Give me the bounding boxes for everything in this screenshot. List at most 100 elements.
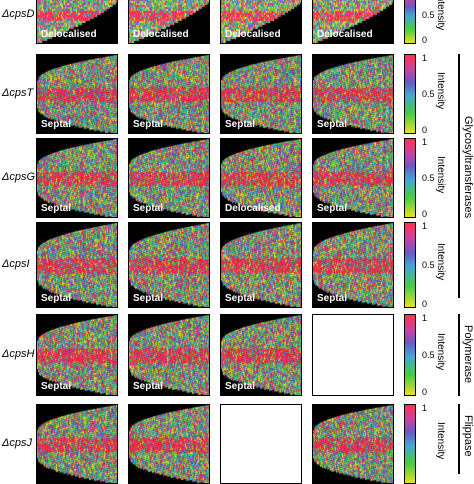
intensity-label: Intensity	[435, 422, 446, 460]
heatmap-panel: Septal	[312, 138, 394, 218]
kymograph-canvas	[37, 405, 117, 483]
localisation-label: Delocalised	[317, 29, 373, 40]
intensity-label: Intensity	[435, 0, 446, 31]
kymograph-canvas	[129, 223, 209, 307]
colorbar-tick: 0.5	[422, 10, 435, 20]
heatmap-panel: Delocalised	[220, 138, 302, 218]
group-label: Polymerase	[462, 325, 474, 384]
group-bracket	[458, 404, 460, 474]
kymograph-canvas	[313, 55, 393, 133]
heatmap-panel: Delocalised	[220, 0, 302, 44]
intensity-label: Intensity	[435, 72, 446, 110]
heatmap-panel	[220, 404, 302, 484]
kymograph-canvas	[313, 223, 393, 307]
kymograph-canvas	[37, 139, 117, 217]
heatmap-panel: Septal	[312, 222, 394, 308]
colorbar	[404, 222, 416, 308]
kymograph-canvas	[129, 55, 209, 133]
kymograph-canvas	[37, 55, 117, 133]
intensity-label: Intensity	[435, 333, 446, 371]
colorbar-tick: 0.5	[422, 260, 435, 270]
heatmap-panel: Delocalised	[128, 0, 210, 44]
colorbar	[404, 54, 416, 134]
row-label: ΔcpsI	[2, 258, 30, 270]
localisation-label: Septal	[41, 293, 72, 304]
colorbar-tick: 0.5	[422, 89, 435, 99]
heatmap-panel: Septal	[36, 54, 118, 134]
localisation-label: Septal	[41, 119, 72, 130]
colorbar-tick: 1	[422, 313, 428, 323]
kymograph-canvas	[37, 223, 117, 307]
localisation-label: Septal	[225, 119, 256, 130]
heatmap-panel: Septal	[220, 54, 302, 134]
group-bracket	[458, 314, 460, 396]
localisation-label: Septal	[133, 293, 164, 304]
kymograph-canvas	[221, 0, 301, 43]
kymograph-canvas	[37, 0, 117, 43]
kymograph-canvas	[313, 405, 393, 483]
localisation-label: Septal	[317, 293, 348, 304]
localisation-label: Delocalised	[133, 29, 189, 40]
row-label: ΔcpsT	[2, 87, 34, 99]
colorbar-tick: 0	[422, 35, 428, 45]
heatmap-panel: Delocalised	[312, 0, 394, 44]
heatmap-panel	[312, 314, 394, 396]
colorbar-tick: 1	[422, 221, 428, 231]
colorbar	[404, 138, 416, 218]
heatmap-panel: Septal	[36, 222, 118, 308]
colorbar-tick: 1	[422, 53, 428, 63]
heatmap-panel	[128, 404, 210, 484]
heatmap-panel: Septal	[36, 314, 118, 396]
colorbar-tick: 0	[422, 209, 428, 219]
kymograph-canvas	[313, 139, 393, 217]
colorbar-tick: 1	[422, 137, 428, 147]
kymograph-canvas	[221, 315, 301, 395]
localisation-label: Septal	[317, 203, 348, 214]
group-label: Glycosyltransferases	[462, 116, 474, 219]
localisation-label: Septal	[133, 381, 164, 392]
colorbar	[404, 314, 416, 396]
localisation-label: Delocalised	[225, 203, 281, 214]
kymograph-canvas	[221, 139, 301, 217]
colorbar	[404, 0, 416, 44]
group-bracket	[458, 54, 460, 298]
kymograph-canvas	[129, 405, 209, 483]
intensity-label: Intensity	[435, 243, 446, 281]
localisation-label: Delocalised	[41, 29, 97, 40]
heatmap-panel: Septal	[220, 222, 302, 308]
kymograph-canvas	[37, 315, 117, 395]
heatmap-panel: Septal	[128, 222, 210, 308]
colorbar-tick: 1	[422, 403, 428, 413]
kymograph-canvas	[129, 0, 209, 43]
kymograph-canvas	[221, 223, 301, 307]
heatmap-panel: Delocalised	[36, 0, 118, 44]
colorbar-tick: 0.5	[422, 350, 435, 360]
heatmap-panel: Septal	[128, 314, 210, 396]
colorbar	[404, 404, 416, 484]
localisation-label: Septal	[225, 381, 256, 392]
kymograph-canvas	[129, 139, 209, 217]
kymograph-canvas	[313, 0, 393, 43]
colorbar-tick: 0	[422, 125, 428, 135]
localisation-label: Septal	[41, 381, 72, 392]
localisation-label: Septal	[41, 203, 72, 214]
intensity-label: Intensity	[435, 156, 446, 194]
colorbar-tick: 0	[422, 299, 428, 309]
row-label: ΔcpsG	[2, 171, 36, 183]
localisation-label: Septal	[225, 293, 256, 304]
kymograph-canvas	[129, 315, 209, 395]
heatmap-panel: Septal	[312, 54, 394, 134]
row-label: ΔcpsJ	[2, 437, 32, 449]
colorbar-tick: 0	[422, 387, 428, 397]
kymograph-canvas	[221, 55, 301, 133]
localisation-label: Septal	[133, 203, 164, 214]
heatmap-panel	[36, 404, 118, 484]
localisation-label: Septal	[133, 119, 164, 130]
localisation-label: Septal	[317, 119, 348, 130]
group-label: Flippase	[462, 415, 474, 457]
heatmap-panel: Septal	[36, 138, 118, 218]
heatmap-panel	[312, 404, 394, 484]
colorbar-tick: 0.5	[422, 173, 435, 183]
localisation-label: Delocalised	[225, 29, 281, 40]
row-label: ΔcpsD	[2, 8, 35, 20]
